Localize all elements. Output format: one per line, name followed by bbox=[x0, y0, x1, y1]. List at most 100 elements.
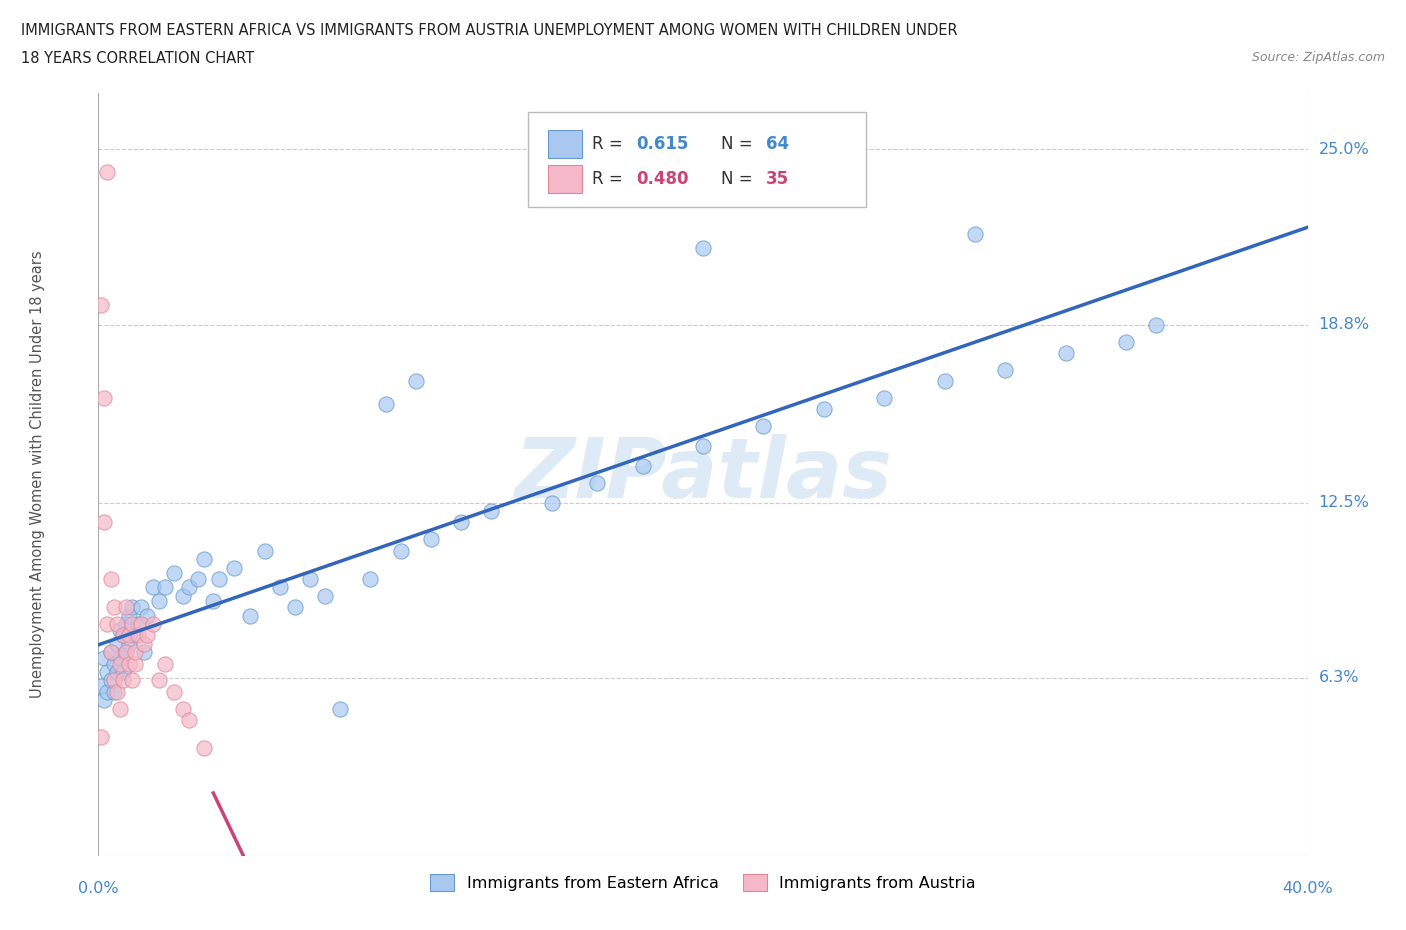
Point bbox=[269, 579, 291, 594]
Point bbox=[96, 684, 118, 699]
Point bbox=[105, 636, 128, 651]
Point bbox=[114, 600, 136, 615]
Point bbox=[329, 701, 352, 716]
Point bbox=[96, 665, 118, 680]
Point bbox=[631, 458, 654, 473]
Text: 18 YEARS CORRELATION CHART: 18 YEARS CORRELATION CHART bbox=[21, 51, 254, 66]
Point bbox=[142, 617, 165, 631]
Point bbox=[253, 543, 276, 558]
Point bbox=[127, 628, 149, 643]
Point bbox=[96, 617, 118, 631]
Text: IMMIGRANTS FROM EASTERN AFRICA VS IMMIGRANTS FROM AUSTRIA UNEMPLOYMENT AMONG WOM: IMMIGRANTS FROM EASTERN AFRICA VS IMMIGR… bbox=[21, 23, 957, 38]
Text: N =: N = bbox=[721, 135, 758, 153]
Point bbox=[100, 644, 122, 659]
Point bbox=[90, 679, 112, 694]
Point bbox=[202, 594, 225, 609]
Text: 6.3%: 6.3% bbox=[1319, 671, 1360, 685]
Point bbox=[93, 650, 115, 665]
Point bbox=[994, 363, 1017, 378]
Point bbox=[124, 628, 146, 643]
Point bbox=[118, 608, 141, 623]
Text: ZIPatlas: ZIPatlas bbox=[515, 433, 891, 515]
Point bbox=[111, 628, 134, 643]
Point bbox=[934, 374, 956, 389]
Point bbox=[129, 617, 152, 631]
Point bbox=[124, 644, 146, 659]
Point bbox=[193, 551, 215, 566]
Point bbox=[405, 374, 427, 389]
Legend: Immigrants from Eastern Africa, Immigrants from Austria: Immigrants from Eastern Africa, Immigran… bbox=[423, 868, 983, 897]
Point bbox=[1144, 317, 1167, 332]
Point bbox=[965, 227, 987, 242]
Point bbox=[586, 475, 609, 490]
Text: 40.0%: 40.0% bbox=[1282, 881, 1333, 896]
Point bbox=[100, 644, 122, 659]
Point bbox=[163, 565, 186, 580]
Point bbox=[103, 600, 125, 615]
Text: 0.615: 0.615 bbox=[637, 135, 689, 153]
Point bbox=[114, 644, 136, 659]
Point bbox=[111, 628, 134, 643]
Point bbox=[121, 600, 143, 615]
Point bbox=[108, 622, 131, 637]
Point bbox=[163, 684, 186, 699]
Point bbox=[90, 298, 112, 312]
Point bbox=[127, 617, 149, 631]
Text: N =: N = bbox=[721, 170, 758, 188]
FancyBboxPatch shape bbox=[548, 166, 582, 193]
Point bbox=[1054, 345, 1077, 360]
Point bbox=[111, 673, 134, 688]
Point bbox=[389, 543, 412, 558]
Text: R =: R = bbox=[592, 170, 627, 188]
Point bbox=[172, 589, 194, 604]
Point bbox=[108, 701, 131, 716]
Point bbox=[118, 636, 141, 651]
FancyBboxPatch shape bbox=[527, 113, 866, 207]
Point bbox=[129, 600, 152, 615]
Point bbox=[121, 673, 143, 688]
Point bbox=[103, 673, 125, 688]
FancyBboxPatch shape bbox=[548, 130, 582, 158]
Point bbox=[93, 693, 115, 708]
Point bbox=[96, 165, 118, 179]
Point bbox=[132, 636, 155, 651]
Point bbox=[135, 608, 157, 623]
Point bbox=[179, 579, 201, 594]
Text: Source: ZipAtlas.com: Source: ZipAtlas.com bbox=[1251, 51, 1385, 64]
Point bbox=[208, 571, 231, 586]
Point bbox=[90, 729, 112, 744]
Point bbox=[93, 515, 115, 530]
Text: 35: 35 bbox=[766, 170, 789, 188]
Point bbox=[118, 628, 141, 643]
Point bbox=[135, 628, 157, 643]
Point bbox=[100, 571, 122, 586]
Point bbox=[239, 608, 262, 623]
Point bbox=[873, 391, 896, 405]
Text: Unemployment Among Women with Children Under 18 years: Unemployment Among Women with Children U… bbox=[31, 250, 45, 698]
Point bbox=[111, 665, 134, 680]
Point bbox=[692, 241, 714, 256]
Point bbox=[172, 701, 194, 716]
Point bbox=[540, 495, 562, 510]
Point bbox=[374, 396, 396, 411]
Point bbox=[118, 656, 141, 671]
Point bbox=[1115, 334, 1137, 349]
Point bbox=[103, 684, 125, 699]
Point bbox=[692, 439, 714, 454]
Point bbox=[105, 684, 128, 699]
Text: 18.8%: 18.8% bbox=[1319, 317, 1369, 332]
Point bbox=[314, 589, 336, 604]
Point bbox=[187, 571, 209, 586]
Point bbox=[420, 532, 443, 547]
Text: 25.0%: 25.0% bbox=[1319, 142, 1369, 157]
Point bbox=[813, 402, 835, 417]
Point bbox=[153, 579, 176, 594]
Point bbox=[114, 617, 136, 631]
Point bbox=[142, 579, 165, 594]
Point bbox=[148, 673, 170, 688]
Point bbox=[93, 391, 115, 405]
Point bbox=[105, 617, 128, 631]
Point bbox=[100, 673, 122, 688]
Text: 64: 64 bbox=[766, 135, 789, 153]
Point bbox=[132, 644, 155, 659]
